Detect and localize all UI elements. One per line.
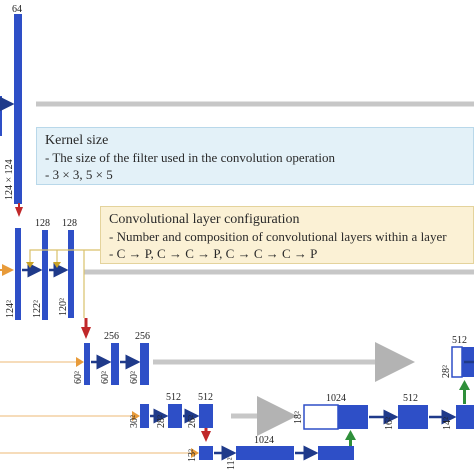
kernel-note-line-1: - The size of the filter used in the con… [45, 150, 336, 165]
label-512c: 512 [403, 393, 418, 404]
kernel-size-note: Kernel size - The size of the filter use… [36, 127, 474, 185]
conv-layer-config-note: Convolutional layer configuration - Numb… [100, 206, 474, 264]
partial-block-left [0, 96, 2, 136]
block-row2-c [68, 230, 74, 318]
label-30sq: 30² [129, 415, 140, 428]
label-122sq: 122² [32, 300, 43, 318]
arrow-row3-in-head [76, 357, 84, 367]
block-bottom-a [199, 446, 213, 460]
label-11sq: 11² [226, 457, 237, 470]
block-up2 [398, 405, 428, 429]
block-64 [14, 14, 22, 204]
conv-note-marker-b [53, 262, 61, 268]
block-row3-a [84, 343, 90, 385]
kernel-note-title: Kernel size [45, 133, 109, 148]
label-1024b: 1024 [326, 393, 346, 404]
label-18sq: 18² [293, 411, 304, 424]
label-60sq-a: 60² [73, 371, 84, 384]
label-128b: 128 [62, 218, 77, 229]
block-row4-a [140, 404, 149, 428]
label-26sq: 26² [187, 415, 198, 428]
block-up1-conv [338, 405, 368, 429]
label-256b: 256 [135, 331, 150, 342]
label-28sq-right: 28² [441, 365, 452, 378]
label-1024a: 1024 [254, 435, 274, 446]
block-row3-b [111, 343, 119, 385]
block-up4-copy [451, 346, 463, 378]
block-up3 [456, 405, 474, 429]
arrow-bottom-in-head [191, 448, 199, 458]
label-512a: 512 [166, 392, 181, 403]
block-bottom-b [236, 446, 294, 460]
block-row3-c [140, 343, 149, 385]
conv-note-marker-a [26, 262, 34, 268]
label-14sq: 14² [442, 417, 453, 430]
pool-arrow-2 [81, 327, 91, 339]
label-16sq: 16² [384, 417, 395, 430]
block-row4-c [199, 404, 213, 428]
label-60sq-b: 60² [100, 371, 111, 384]
label-256a: 256 [104, 331, 119, 342]
block-row2-a [15, 228, 21, 320]
block-bottom-c [318, 446, 354, 460]
block-row2-b [42, 230, 48, 320]
label-64: 64 [12, 4, 22, 15]
label-60sq-c: 60² [129, 371, 140, 384]
label-128a: 128 [35, 218, 50, 229]
upconv-arrow-2 [459, 380, 470, 390]
label-512d: 512 [452, 335, 467, 346]
kernel-note-line-2: - 3 × 3, 5 × 5 [45, 167, 113, 182]
label-13sq: 13² [187, 449, 198, 462]
conv-note-line-1: - Number and composition of convolutiona… [109, 229, 447, 244]
conv-note-title: Convolutional layer configuration [109, 212, 300, 227]
label-120sq: 120² [58, 298, 69, 316]
label-124x124: 124 × 124 [4, 159, 15, 200]
label-28sq: 28² [156, 415, 167, 428]
pool-arrow-3 [201, 431, 211, 442]
conv-note-line-2: - C → P, C → C → P, C → C → C → P [109, 246, 318, 261]
pool-arrow-1 [15, 207, 23, 217]
label-124sq: 124² [5, 300, 16, 318]
upconv-arrow-1 [345, 430, 356, 440]
block-up1-copy [303, 404, 339, 430]
arrow-row4-in-head [132, 411, 140, 421]
conv-note-bracket [29, 249, 100, 262]
label-512b: 512 [198, 392, 213, 403]
block-row4-b [168, 404, 182, 428]
